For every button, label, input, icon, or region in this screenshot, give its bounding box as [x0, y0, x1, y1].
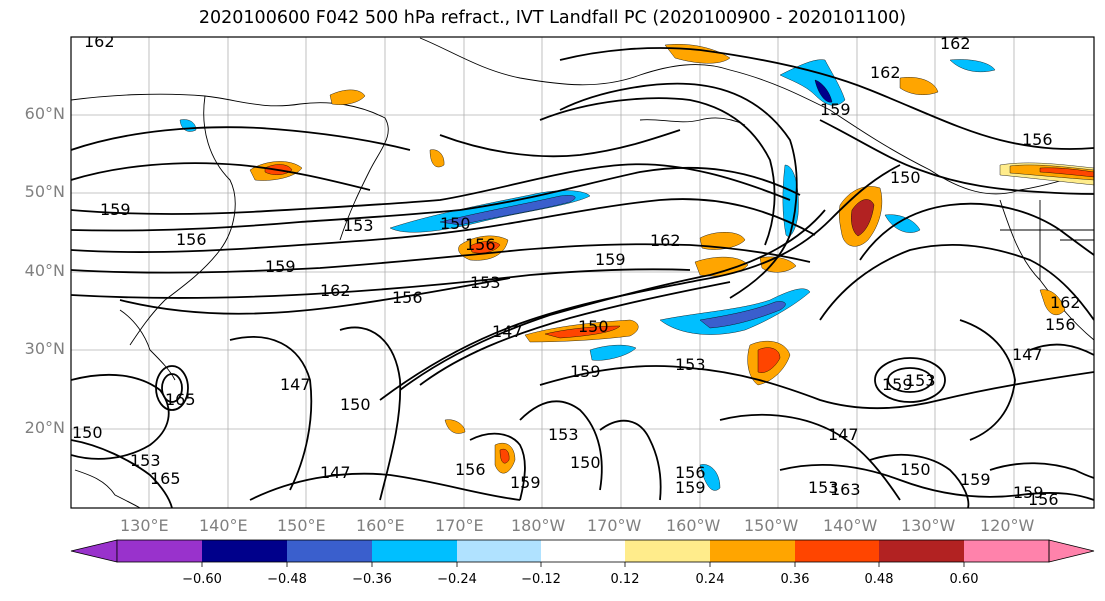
colorbar-bin — [117, 540, 202, 562]
contour-label: 163 — [830, 480, 861, 499]
lon-label-160e: 160°E — [356, 516, 405, 535]
contour-label: 153 — [808, 478, 839, 497]
contour-label: 162 — [84, 32, 115, 51]
contour-label: 165 — [165, 390, 196, 409]
map-frame — [70, 36, 1095, 509]
contour-label: 159 — [595, 250, 626, 269]
colorbar — [70, 539, 1095, 567]
contour-label: 156 — [1028, 490, 1059, 509]
contour-label: 159 — [570, 362, 601, 381]
contour-label: 153 — [675, 355, 706, 374]
colorbar-bin — [795, 540, 879, 562]
lon-label-150w: 150°W — [744, 516, 799, 535]
contour-labels: 162 162 162 156 159 156 153 150 150 159 … — [72, 32, 1081, 509]
colorbar-bin — [710, 540, 795, 562]
colorbar-bin — [541, 540, 625, 562]
contour-label: 162 — [940, 34, 971, 53]
contour-label: 150 — [440, 214, 471, 233]
contour-label: 153 — [343, 216, 374, 235]
contour-label: 147 — [492, 322, 523, 341]
lon-label-120w: 120°W — [980, 516, 1035, 535]
contour-label: 159 — [100, 200, 131, 219]
contour-label: 159 — [510, 473, 541, 492]
lon-label-130e: 130°E — [120, 516, 169, 535]
lat-label-40n: 40°N — [24, 261, 65, 280]
lon-label-150e: 150°E — [277, 516, 326, 535]
colorbar-tick-label: 0.48 — [864, 572, 894, 587]
colorbar-tick-label: −0.60 — [182, 572, 222, 587]
contour-label: 150 — [900, 460, 931, 479]
lat-label-60n: 60°N — [24, 104, 65, 123]
contour-label: 159 — [675, 478, 706, 497]
colorbar-extend-high — [1048, 539, 1095, 563]
contour-label: 159 — [265, 257, 296, 276]
colorbar-bin — [625, 540, 710, 562]
colorbar-tick-label: −0.48 — [267, 572, 307, 587]
colorbar-tick-label: −0.12 — [521, 572, 561, 587]
contour-label: 162 — [650, 231, 681, 250]
contour-label: 150 — [890, 168, 921, 187]
lat-label-20n: 20°N — [24, 418, 65, 437]
lon-label-180w: 180°W — [511, 516, 566, 535]
contour-label: 147 — [828, 425, 859, 444]
colorbar-frame — [116, 539, 1050, 563]
contour-label: 150 — [340, 395, 371, 414]
map-title: 2020100600 F042 500 hPa refract., IVT La… — [198, 8, 907, 28]
contour-lines — [71, 47, 1094, 508]
lat-label-30n: 30°N — [24, 339, 65, 358]
contour-label: 159 — [960, 470, 991, 489]
contour-label: 156 — [176, 230, 207, 249]
colorbar-tick-label: 0.12 — [610, 572, 640, 587]
contour-label: 165 — [150, 469, 181, 488]
contour-label: 156 — [1022, 130, 1053, 149]
contour-label: 150 — [578, 317, 609, 336]
colorbar-bin — [457, 540, 541, 562]
lon-label-130w: 130°W — [901, 516, 956, 535]
colorbar-tick-label: 0.24 — [695, 572, 725, 587]
contour-label: 159 — [820, 100, 851, 119]
contour-label: 153 — [548, 425, 579, 444]
contour-label: 159 — [1013, 483, 1044, 502]
contour-label: 147 — [1012, 345, 1043, 364]
contour-label: 147 — [280, 375, 311, 394]
lon-label-140w: 140°W — [823, 516, 878, 535]
contour-label: 159 — [882, 375, 913, 394]
contour-label: 153 — [905, 371, 936, 390]
colorbar-bin — [287, 540, 372, 562]
contour-label: 156 — [465, 235, 496, 254]
contour-label: 153 — [130, 451, 161, 470]
contour-label: 147 — [320, 463, 351, 482]
colorbar-ticks — [201, 562, 965, 567]
contour-label: 162 — [320, 281, 351, 300]
colorbar-tick-label: 0.36 — [780, 572, 810, 587]
colorbar-bin — [964, 540, 1049, 562]
colorbar-tick-label: −0.24 — [437, 572, 477, 587]
contour-label: 150 — [570, 453, 601, 472]
colorbar-tick-label: −0.36 — [352, 572, 392, 587]
colorbar-bin — [879, 540, 964, 562]
contour-label: 162 — [1050, 293, 1081, 312]
contour-label: 156 — [1045, 315, 1076, 334]
colorbar-tick-label: 0.60 — [949, 572, 979, 587]
lon-label-170e: 170°E — [435, 516, 484, 535]
contour-label: 162 — [870, 63, 901, 82]
contour-label: 150 — [72, 423, 103, 442]
negative-fill-areas — [179, 59, 996, 491]
contour-label: 156 — [675, 463, 706, 482]
colorbar-extend-low — [70, 539, 118, 563]
lon-label-140e: 140°E — [199, 516, 248, 535]
contour-label: 156 — [455, 460, 486, 479]
colorbar-bin — [372, 540, 457, 562]
contour-label: 156 — [392, 288, 423, 307]
contour-label: 153 — [470, 273, 501, 292]
map-background — [71, 37, 1094, 508]
colorbar-bin — [202, 540, 287, 562]
lon-label-160w: 160°W — [666, 516, 721, 535]
lat-label-50n: 50°N — [24, 182, 65, 201]
lon-label-170w: 170°W — [587, 516, 642, 535]
